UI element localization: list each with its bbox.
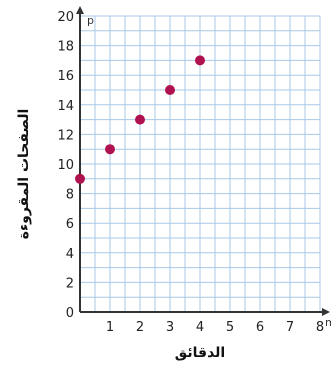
data-point [135,114,145,125]
y-tick-label: 20 [57,10,74,25]
x-tick-label: 6 [256,320,264,335]
x-axis-title: الدقائق [175,345,225,361]
data-point [195,55,205,66]
x-tick-label: 8 [316,320,324,335]
y-tick-label: 16 [57,69,74,84]
y-tick-label: 0 [66,306,74,321]
data-point [75,173,85,184]
data-points [75,55,205,184]
data-point [165,85,175,95]
x-tick-label: 5 [226,320,234,335]
x-axis-variable: m [325,316,331,329]
y-tick-label: 12 [57,128,74,143]
x-tick-label: 2 [136,320,144,335]
x-tick-label: 3 [166,320,174,335]
y-tick-label: 18 [57,40,74,55]
x-axis-arrow [322,308,330,316]
y-tick-label: 14 [57,99,74,114]
x-tick-label: 7 [286,320,294,335]
x-tick-label: 4 [196,320,204,335]
y-tick-label: 4 [66,247,74,262]
y-tick-label: 2 [66,276,74,291]
y-tick-label: 8 [66,188,74,203]
y-tick-label: 10 [57,158,74,173]
y-axis-title: الصفحات المقروءة [16,109,32,240]
x-tick-label: 1 [106,320,114,335]
y-tick-label: 6 [66,217,74,232]
y-axis-variable: p [87,14,94,27]
data-point [105,144,115,155]
y-axis-arrow [76,6,84,14]
axes [76,6,330,316]
